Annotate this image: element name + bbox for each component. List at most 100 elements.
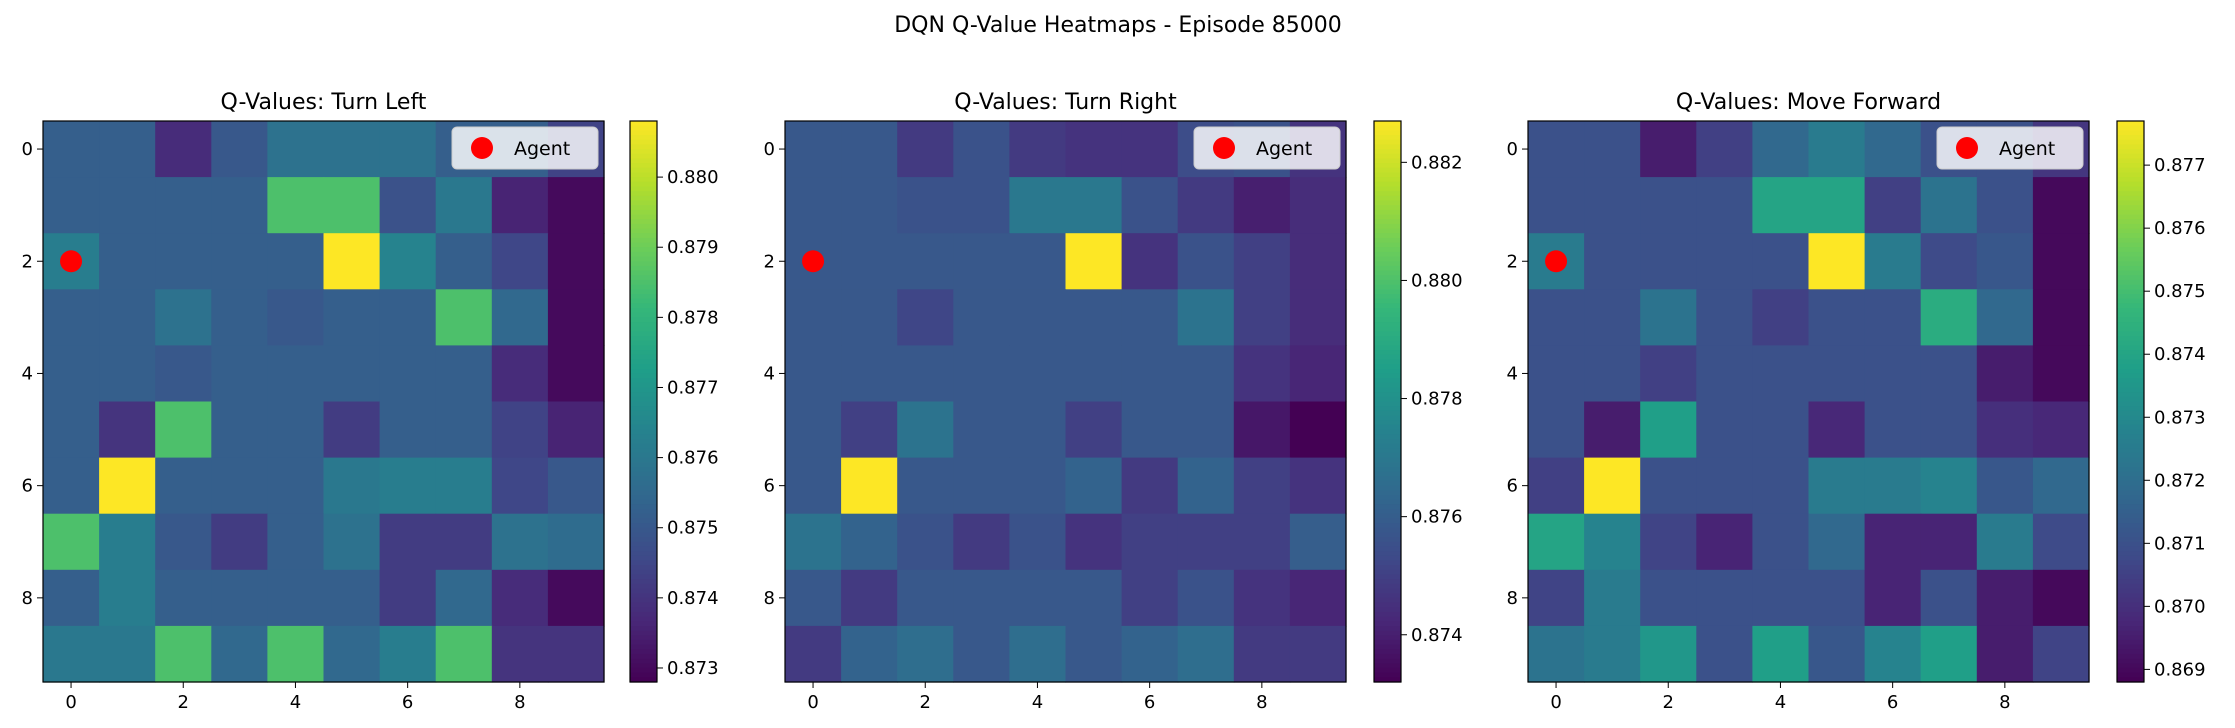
colorbar-segment [630,270,657,276]
colorbar-segment [1374,471,1401,477]
heatmap-cell [155,569,212,627]
colorbar-segment [2117,537,2144,543]
colorbar-segment [2117,424,2144,431]
heatmap-cell [1528,121,1585,178]
heatmap-cell [1920,177,1978,234]
colorbar-segment [630,186,657,192]
colorbar-segment [2117,163,2144,169]
colorbar-segment [1374,177,1401,183]
colorbar-segment [1374,621,1401,627]
heatmap-cell [323,345,381,403]
heatmap-cell [155,177,212,234]
heatmap-cell [435,345,493,403]
heatmap-cell [99,625,156,683]
colorbar-tick-label: 0.870 [2154,596,2206,617]
heatmap-cell [491,345,549,403]
colorbar-segment [630,518,657,524]
colorbar-segment [630,331,657,337]
heatmap-cell [1177,345,1235,403]
colorbar-segment [630,359,657,365]
heatmap-cell [1065,625,1123,683]
colorbar-segment [2117,513,2144,519]
colorbar-segment [1374,658,1401,664]
colorbar-segment [2117,317,2144,323]
heatmap-cell [1808,345,1866,403]
heatmap-cell [1528,401,1585,459]
heatmap-cell [43,625,100,683]
heatmap-cell [1528,625,1585,683]
colorbar-segment [1374,462,1401,468]
heatmap-cell [1065,345,1123,403]
colorbar-tick-label: 0.873 [2154,407,2206,428]
colorbar-segment [1374,195,1401,202]
heatmap-cell [1065,569,1123,627]
heatmap-cell [841,569,898,627]
heatmap-cell [1584,121,1641,178]
heatmap-cell [1289,345,1347,403]
colorbar-segment [1374,476,1401,482]
heatmap-cell [1864,177,1922,234]
heatmap-cell [267,289,325,346]
heatmap-cell [379,457,437,515]
y-tick-label: 0 [764,139,775,160]
colorbar-segment [630,593,657,599]
colorbar-segment [2117,373,2144,379]
legend-label: Agent [1999,138,2055,160]
colorbar-segment [1374,233,1401,239]
colorbar-segment [630,649,657,655]
colorbar-segment [2117,228,2144,234]
colorbar-segment [2117,125,2144,131]
colorbar-segment [630,200,657,206]
colorbar-segment [1374,340,1401,346]
heatmap-cell [1121,289,1179,346]
colorbar-segment [630,251,657,258]
colorbar-segment [630,438,657,445]
heatmap-cell [897,569,954,627]
heatmap-cell [1696,289,1753,346]
colorbar-segment [2117,630,2144,636]
heatmap-cell [1121,233,1179,290]
heatmap-cell [1640,121,1697,178]
colorbar-segment [630,392,657,398]
heatmap-cell [841,401,898,459]
heatmap-cell [491,289,549,346]
heatmap-cell [1289,569,1347,627]
heatmap-cell [1808,457,1866,515]
colorbar-segment [630,509,657,515]
colorbar-segment [630,223,657,230]
colorbar-segment [2117,509,2144,515]
colorbar-segment [2117,303,2144,309]
heatmap-cell [1177,513,1235,571]
heatmap-cell [1752,289,1810,346]
colorbar-segment [1374,410,1401,417]
colorbar-segment [630,279,657,286]
heatmap-cell [1864,457,1922,515]
colorbar-segment [2117,153,2144,159]
heatmap-cell [1696,513,1753,571]
heatmap-cell [1976,569,2034,627]
colorbar-segment [2117,177,2144,183]
heatmap-cell [43,457,100,515]
colorbar-segment [2117,523,2144,529]
colorbar-segment [2117,644,2144,650]
colorbar-segment [1374,560,1401,566]
heatmap-cell [547,513,605,571]
colorbar-segment [2117,135,2144,141]
heatmap-cell [785,177,842,234]
heatmap-cell [1233,625,1291,683]
colorbar-segment [630,373,657,379]
colorbar-segment [630,336,657,342]
colorbar-segment [630,265,657,272]
colorbar-segment [630,448,657,454]
colorbar-tick-label: 0.876 [1411,507,1463,528]
heatmap-cell [267,569,325,627]
colorbar-segment [1374,541,1401,548]
heatmap-cell [2032,233,2090,290]
heatmap-cell [1976,233,2034,290]
colorbar-segment [1374,546,1401,552]
y-tick-label: 2 [1507,251,1518,272]
heatmap-cell [1009,345,1067,403]
colorbar-segment [1374,144,1401,150]
colorbar-segment [630,495,657,501]
heatmap-cell [267,401,325,459]
